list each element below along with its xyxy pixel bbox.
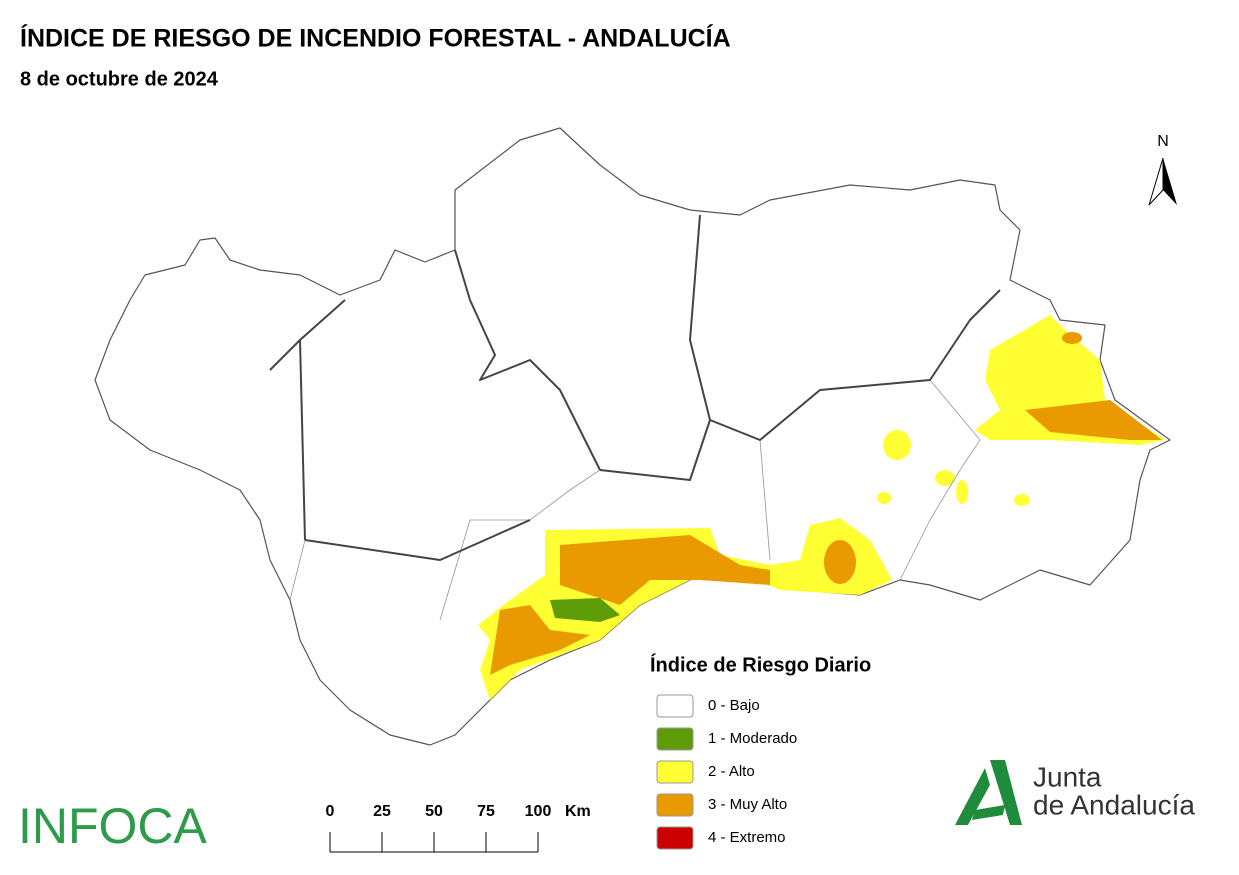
scale-bar: 0 25 50 75 100 Km xyxy=(326,803,591,853)
legend-swatch xyxy=(656,727,694,751)
region-very-high xyxy=(1025,400,1162,440)
legend-label: 4 - Extremo xyxy=(708,829,786,846)
junta-text: Junta xyxy=(1033,761,1102,792)
region-very-high xyxy=(824,540,856,584)
scale-tick-label: 75 xyxy=(477,803,495,820)
title: ÍNDICE DE RIESGO DE INCENDIO FORESTAL - … xyxy=(20,24,731,53)
region-high xyxy=(877,492,891,504)
junta-logo: Junta de Andalucía xyxy=(955,760,1195,825)
region-map xyxy=(94,127,1171,746)
region-very-high xyxy=(1062,332,1082,344)
north-label: N xyxy=(1157,133,1169,150)
legend-swatch xyxy=(656,694,694,718)
scale-tick-label: 50 xyxy=(425,803,443,820)
region-high xyxy=(1014,494,1030,506)
subtitle: 8 de octubre de 2024 xyxy=(20,68,219,90)
province-border xyxy=(269,214,1001,561)
legend-label: 0 - Bajo xyxy=(708,697,760,714)
region-high xyxy=(935,470,955,486)
legend-label: 3 - Muy Alto xyxy=(708,796,787,813)
scale-tick-label: 100 xyxy=(525,803,552,820)
legend-swatch xyxy=(656,760,694,784)
legend-swatch xyxy=(656,826,694,850)
legend-swatch xyxy=(656,793,694,817)
scale-tick-label: 25 xyxy=(373,803,391,820)
region-high xyxy=(883,430,911,460)
scale-unit: Km xyxy=(565,803,591,820)
legend: Índice de Riesgo Diario 0 - Bajo 1 - Mode… xyxy=(650,653,871,850)
region-moderate xyxy=(94,127,1171,746)
region-moderate xyxy=(550,598,620,622)
region-high xyxy=(956,480,968,504)
legend-title: Índice de Riesgo Diario xyxy=(650,653,871,676)
legend-label: 1 - Moderado xyxy=(708,730,797,747)
region-very-high xyxy=(490,605,590,675)
scale-tick-label: 0 xyxy=(326,803,335,820)
infoca-logo: INFOCA xyxy=(18,798,208,854)
legend-label: 2 - Alto xyxy=(708,763,755,780)
region-very-high xyxy=(560,535,770,605)
andalucia-text: de Andalucía xyxy=(1033,789,1195,820)
north-arrow: N xyxy=(1148,133,1177,206)
